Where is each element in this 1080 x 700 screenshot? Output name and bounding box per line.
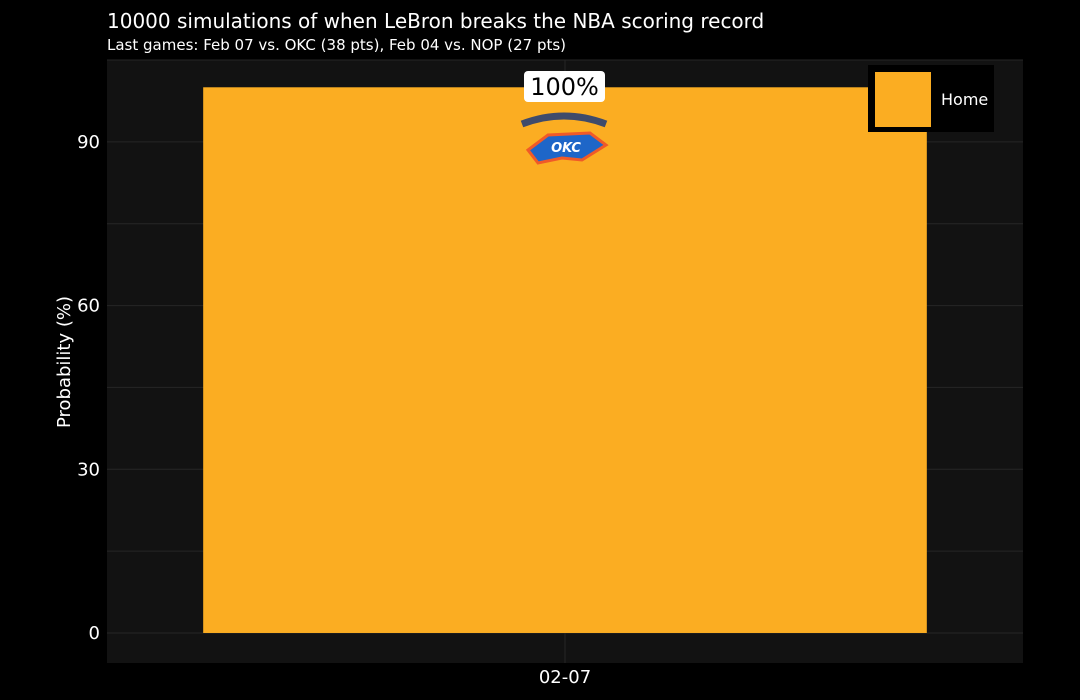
bar-data-label: 100% — [524, 71, 605, 102]
y-axis-label: Probability (%) — [54, 296, 75, 428]
y-tick-label: 60 — [77, 296, 100, 317]
x-tick-label: 02-07 — [539, 667, 591, 688]
y-tick-label: 0 — [89, 623, 100, 644]
chart-subtitle: Last games: Feb 07 vs. OKC (38 pts), Feb… — [107, 36, 567, 54]
chart-title: 10000 simulations of when LeBron breaks … — [107, 9, 765, 33]
legend-swatch — [875, 72, 931, 127]
bar-label-text: 100% — [530, 73, 599, 101]
logo-shield — [525, 131, 609, 165]
bars — [203, 87, 927, 633]
legend: Home — [868, 65, 994, 132]
logo-team-text: OKC — [551, 141, 581, 156]
y-tick-label: 30 — [77, 459, 100, 480]
legend-label: Home — [941, 90, 988, 109]
bar-label-box — [524, 71, 605, 102]
logo-arc — [520, 112, 608, 128]
okc-thunder-logo: OKC — [520, 112, 609, 165]
y-tick-labels: 0 30 60 90 — [77, 132, 100, 644]
bar — [203, 87, 927, 633]
y-tick-label: 90 — [77, 132, 100, 153]
x-tick-labels: 02-07 — [539, 667, 591, 688]
